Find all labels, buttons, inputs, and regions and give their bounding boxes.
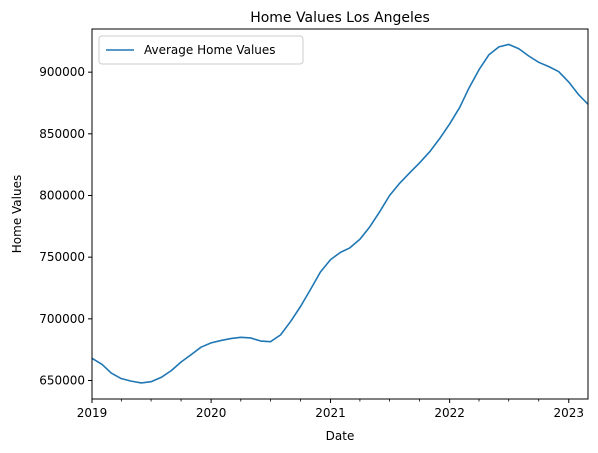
y-tick-label: 900000: [39, 65, 85, 79]
x-axis-ticks: 2019 2020 2021 2022 2023: [77, 399, 584, 420]
y-tick-label: 650000: [39, 374, 85, 388]
y-tick-label: 750000: [39, 250, 85, 264]
x-tick-label: 2021: [315, 406, 346, 420]
legend-label: Average Home Values: [144, 43, 276, 57]
y-tick-label: 850000: [39, 127, 85, 141]
y-axis-label: Home Values: [10, 175, 24, 253]
series-line-average-home-values: [92, 43, 588, 384]
y-tick-label: 800000: [39, 189, 85, 203]
legend: Average Home Values: [98, 35, 304, 65]
plot-area: [92, 43, 588, 384]
legend-box: [98, 35, 304, 65]
x-tick-label: 2019: [77, 406, 108, 420]
y-tick-label: 700000: [39, 312, 85, 326]
x-tick-label: 2022: [434, 406, 465, 420]
x-tick-label: 2020: [196, 406, 227, 420]
chart-title: Home Values Los Angeles: [250, 10, 430, 26]
x-tick-label: 2023: [553, 406, 584, 420]
y-axis-ticks: 650000 700000 750000 800000 850000 900000: [39, 65, 92, 388]
axes-frame: [91, 28, 589, 400]
x-axis-label: Date: [326, 429, 355, 443]
